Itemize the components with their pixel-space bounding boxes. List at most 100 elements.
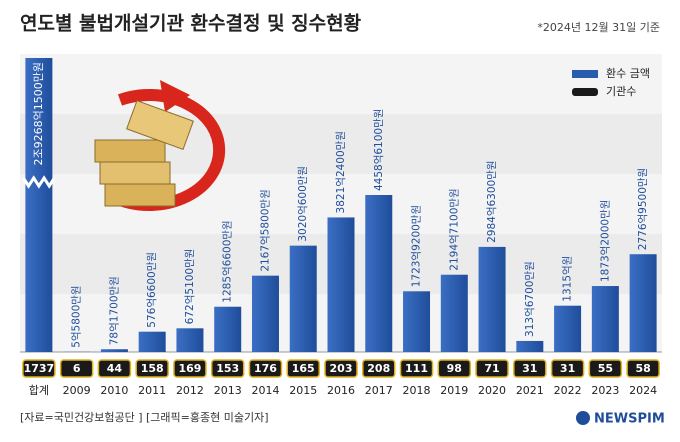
count-label: 203 xyxy=(330,362,353,375)
chart-title: 연도별 불법개설기관 환수결정 및 징수현황 xyxy=(20,12,362,35)
bar xyxy=(591,286,619,352)
x-tick-label: 2023 xyxy=(591,384,619,397)
count-label: 176 xyxy=(254,362,277,375)
bar xyxy=(251,275,279,352)
money xyxy=(126,100,194,150)
x-tick-label: 2011 xyxy=(138,384,166,397)
count-label: 98 xyxy=(447,362,462,375)
bar xyxy=(289,245,317,352)
bar xyxy=(478,246,506,352)
count-box xyxy=(550,359,585,378)
bar xyxy=(138,331,166,352)
money xyxy=(99,161,171,185)
value-label: 3020억600만원 xyxy=(297,166,309,242)
x-tick-label: 2021 xyxy=(516,384,544,397)
count-label: 153 xyxy=(216,362,239,375)
bar xyxy=(214,306,242,352)
bar xyxy=(516,340,544,352)
count-box xyxy=(248,359,283,378)
bar xyxy=(365,195,393,352)
count-box xyxy=(475,359,509,378)
count-box xyxy=(362,359,396,378)
logo-icon xyxy=(576,411,590,425)
illustration xyxy=(94,80,226,211)
value-label: 2984억6300만원 xyxy=(486,160,498,242)
axis-break xyxy=(22,175,56,189)
count-box xyxy=(513,359,547,378)
x-tick-label: 2024 xyxy=(629,384,657,397)
value-label: 313억6700만원 xyxy=(524,261,536,337)
note: *2024년 12월 31일 기준 xyxy=(537,20,660,34)
count-box xyxy=(324,359,358,378)
x-tick-label: 2015 xyxy=(289,384,317,397)
count-label: 58 xyxy=(635,362,650,375)
x-tick-label: 2014 xyxy=(251,384,279,397)
x-tick-label: 2012 xyxy=(176,384,204,397)
value-label: 1723억9200만원 xyxy=(411,205,423,287)
money xyxy=(94,139,166,163)
count-box xyxy=(286,359,320,378)
value-label: 576억6600만원 xyxy=(146,252,158,328)
value-label: 2776억9500만원 xyxy=(637,168,649,250)
bar xyxy=(100,349,128,352)
value-label: 78억1700만원 xyxy=(108,276,120,345)
count-label: 165 xyxy=(292,362,315,375)
legend-swatch xyxy=(572,70,598,78)
count-box xyxy=(437,359,472,378)
count-label: 31 xyxy=(522,362,537,375)
value-label: 4458억6100만원 xyxy=(373,109,385,191)
count-label: 1737 xyxy=(24,362,55,375)
count-label: 6 xyxy=(73,362,81,375)
count-box xyxy=(626,359,660,378)
bar xyxy=(327,217,355,352)
value-label: 1285억6600만원 xyxy=(222,220,234,302)
x-tick-label: 2013 xyxy=(214,384,242,397)
x-tick-label: 2019 xyxy=(440,384,468,397)
bar xyxy=(176,328,204,352)
value-label: 5억5800만원 xyxy=(71,285,83,347)
legend-label: 기관수 xyxy=(606,85,636,98)
count-label: 31 xyxy=(560,362,575,375)
x-tick-label: 2022 xyxy=(554,384,582,397)
money xyxy=(104,183,176,207)
count-box xyxy=(588,359,623,378)
count-label: 71 xyxy=(484,362,499,375)
x-tick-label: 2017 xyxy=(365,384,393,397)
value-label: 672억5100만원 xyxy=(184,249,196,325)
count-label: 158 xyxy=(141,362,164,375)
bar xyxy=(25,58,53,352)
count-box xyxy=(210,359,245,378)
value-label: 3821억2400만원 xyxy=(335,131,347,213)
x-tick-label: 2020 xyxy=(478,384,506,397)
source: [자료=국민건강보험공단 ] [그래픽=홍종현 미술기자] xyxy=(20,410,269,424)
value-label: 2194억7100만원 xyxy=(448,188,460,270)
bar xyxy=(554,305,582,352)
count-box xyxy=(399,359,434,378)
value-label: 1873억2000만원 xyxy=(599,200,611,282)
x-tick-label: 2009 xyxy=(63,384,91,397)
bar xyxy=(629,254,657,352)
count-label: 44 xyxy=(107,362,123,375)
count-label: 111 xyxy=(405,362,428,375)
brand: NEWSPIM xyxy=(594,412,665,427)
count-box xyxy=(97,359,132,378)
count-box xyxy=(59,359,94,378)
count-box xyxy=(135,359,169,378)
x-tick-label: 2016 xyxy=(327,384,355,397)
value-label: 2167억5800만원 xyxy=(259,189,271,271)
count-box xyxy=(22,359,56,378)
x-tick-label: 합계 xyxy=(29,384,49,397)
count-label: 55 xyxy=(598,362,613,375)
count-label: 208 xyxy=(367,362,390,375)
x-tick-label: 2010 xyxy=(100,384,128,397)
bar xyxy=(440,274,468,352)
legend-swatch xyxy=(572,88,598,96)
value-label: 1315억원 xyxy=(562,256,574,302)
band xyxy=(20,54,662,114)
x-tick-label: 2018 xyxy=(403,384,431,397)
legend-label: 환수 금액 xyxy=(606,67,650,80)
count-label: 169 xyxy=(178,362,201,375)
value-label: 2조9268억1500만원 xyxy=(32,62,45,165)
count-box xyxy=(173,359,207,378)
